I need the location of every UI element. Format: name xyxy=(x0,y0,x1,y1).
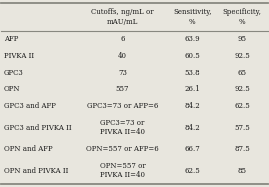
Text: OPN: OPN xyxy=(4,85,20,93)
Text: GPC3=73 or
PIVKA II=40: GPC3=73 or PIVKA II=40 xyxy=(100,119,145,136)
Text: 92.5: 92.5 xyxy=(235,85,250,93)
Text: GPC3 and AFP: GPC3 and AFP xyxy=(4,102,56,110)
Text: OPN=557 or
PIVKA II=40: OPN=557 or PIVKA II=40 xyxy=(100,162,145,180)
Text: 60.5: 60.5 xyxy=(185,52,200,60)
Text: 40: 40 xyxy=(118,52,127,60)
Text: 62.5: 62.5 xyxy=(235,102,250,110)
Text: Specificity,
%: Specificity, % xyxy=(223,8,262,26)
Text: PIVKA II: PIVKA II xyxy=(4,52,34,60)
Text: 26.1: 26.1 xyxy=(185,85,200,93)
Text: 57.5: 57.5 xyxy=(235,124,250,132)
Text: 66.7: 66.7 xyxy=(185,145,200,153)
Text: 85: 85 xyxy=(238,167,247,175)
Text: 53.8: 53.8 xyxy=(185,69,200,77)
Text: GPC3: GPC3 xyxy=(4,69,24,77)
Text: 92.5: 92.5 xyxy=(235,52,250,60)
Text: 95: 95 xyxy=(238,35,247,43)
Text: AFP: AFP xyxy=(4,35,18,43)
Text: OPN and AFP: OPN and AFP xyxy=(4,145,53,153)
Text: Cutoffs, ng/mL or
mAU/mL: Cutoffs, ng/mL or mAU/mL xyxy=(91,8,154,26)
Text: GPC3=73 or AFP=6: GPC3=73 or AFP=6 xyxy=(87,102,158,110)
Text: 557: 557 xyxy=(116,85,129,93)
Text: 62.5: 62.5 xyxy=(185,167,200,175)
Text: 87.5: 87.5 xyxy=(235,145,250,153)
Text: Sensitivity,
%: Sensitivity, % xyxy=(173,8,212,26)
Text: 84.2: 84.2 xyxy=(185,102,200,110)
Text: OPN and PIVKA II: OPN and PIVKA II xyxy=(4,167,68,175)
Text: GPC3 and PIVKA II: GPC3 and PIVKA II xyxy=(4,124,72,132)
Text: 63.9: 63.9 xyxy=(185,35,200,43)
Text: 84.2: 84.2 xyxy=(185,124,200,132)
Text: 65: 65 xyxy=(238,69,247,77)
Text: 73: 73 xyxy=(118,69,127,77)
Text: 6: 6 xyxy=(120,35,125,43)
Text: OPN=557 or AFP=6: OPN=557 or AFP=6 xyxy=(86,145,159,153)
